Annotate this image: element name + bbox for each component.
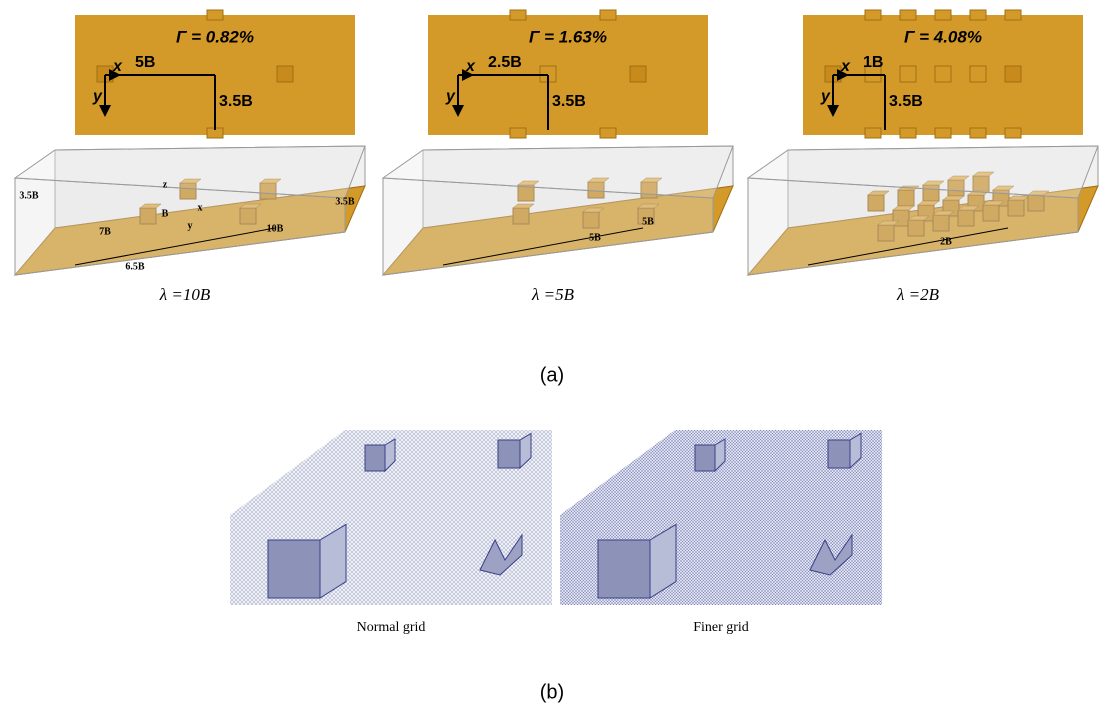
cube xyxy=(865,10,881,20)
cube xyxy=(600,10,616,20)
plate-title: Γ = 0.82% xyxy=(176,27,254,46)
dimension-label: z xyxy=(163,179,168,190)
dimension-label: 10B xyxy=(267,223,284,234)
axis-label: y xyxy=(445,88,456,105)
cube xyxy=(695,445,715,471)
dimension-label: 2B xyxy=(940,236,952,247)
dimension-label: 5B xyxy=(589,232,601,243)
cube xyxy=(935,10,951,20)
plate-title: Γ = 4.08% xyxy=(904,27,982,46)
panel-label: (b) xyxy=(540,681,564,703)
dimension-label: 1B xyxy=(863,54,883,71)
dimension-label: 5B xyxy=(642,216,654,227)
axis-label: x xyxy=(840,58,851,75)
dimension-label: 5B xyxy=(135,54,155,71)
cube xyxy=(498,440,520,468)
cube xyxy=(865,128,881,138)
caption: Finer grid xyxy=(693,620,749,635)
dimension-label: 7B xyxy=(99,226,111,237)
cube xyxy=(207,10,223,20)
dimension-label: 3.5B xyxy=(552,93,586,110)
cube xyxy=(510,10,526,20)
cube xyxy=(900,10,916,20)
dimension-label: 2.5B xyxy=(488,54,522,71)
cube xyxy=(365,445,385,471)
cube xyxy=(630,66,646,82)
cube xyxy=(935,128,951,138)
cube xyxy=(1005,10,1021,20)
cube xyxy=(970,128,986,138)
axis-label: y xyxy=(820,88,831,105)
dimension-label: 3.5B xyxy=(19,190,39,201)
cube xyxy=(970,10,986,20)
cube xyxy=(1005,66,1021,82)
cube xyxy=(268,540,320,598)
cube xyxy=(600,128,616,138)
caption: λ =2B xyxy=(896,285,940,304)
panel-label: (a) xyxy=(540,364,564,386)
caption: Normal grid xyxy=(357,620,426,635)
caption: λ =10B xyxy=(159,285,211,304)
cube xyxy=(828,440,850,468)
dimension-label: 3.5B xyxy=(219,93,253,110)
dimension-label: 3.5B xyxy=(889,93,923,110)
axis-label: x xyxy=(112,58,123,75)
dimension-label: 6.5B xyxy=(125,261,145,272)
dimension-label: y xyxy=(188,220,193,231)
axis-label: x xyxy=(465,58,476,75)
figure: (a) (b) Γ = 0.82%xy5B3.5B3.5B7B6.5B10B3.… xyxy=(0,0,1104,712)
dimension-label: x xyxy=(198,202,203,213)
cube xyxy=(277,66,293,82)
cube xyxy=(1005,128,1021,138)
axis-label: y xyxy=(92,88,103,105)
caption: λ =5B xyxy=(531,285,575,304)
cube xyxy=(598,540,650,598)
plate-title: Γ = 1.63% xyxy=(529,27,607,46)
dimension-label: 3.5B xyxy=(335,196,355,207)
cube xyxy=(510,128,526,138)
dimension-label: B xyxy=(162,208,169,219)
cube xyxy=(900,128,916,138)
